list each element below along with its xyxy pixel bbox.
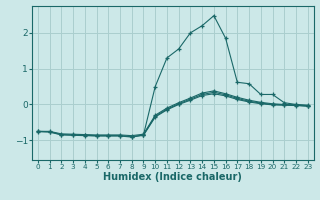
X-axis label: Humidex (Indice chaleur): Humidex (Indice chaleur): [103, 172, 242, 182]
